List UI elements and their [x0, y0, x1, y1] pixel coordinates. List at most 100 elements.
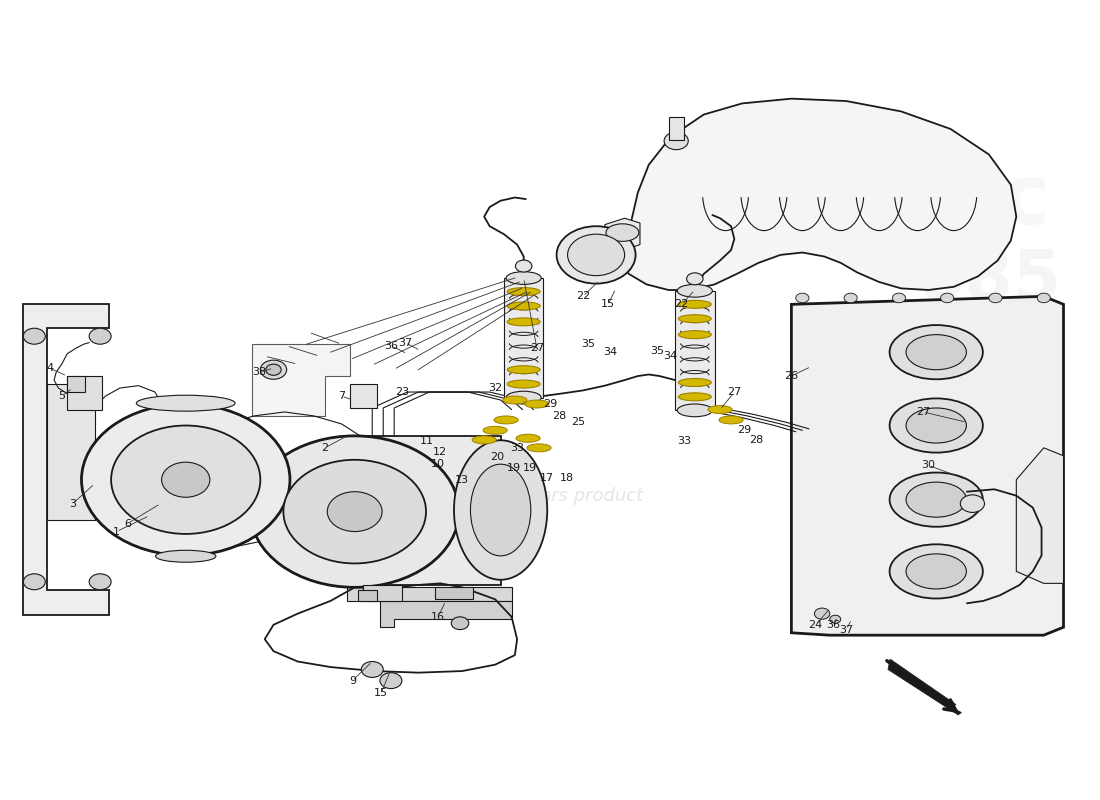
Polygon shape — [252, 344, 350, 416]
Text: 33: 33 — [676, 437, 691, 446]
Circle shape — [23, 328, 45, 344]
Text: 11: 11 — [420, 437, 434, 446]
Text: 19: 19 — [524, 462, 537, 473]
Text: 2: 2 — [321, 443, 329, 453]
Ellipse shape — [136, 395, 235, 411]
Ellipse shape — [679, 330, 712, 338]
Ellipse shape — [678, 285, 713, 297]
Polygon shape — [1016, 448, 1064, 583]
Polygon shape — [791, 296, 1064, 635]
Ellipse shape — [507, 380, 540, 388]
Text: 30: 30 — [922, 460, 935, 470]
Ellipse shape — [890, 325, 983, 379]
Text: 29: 29 — [543, 399, 557, 409]
Text: 17: 17 — [540, 473, 553, 483]
Circle shape — [795, 293, 808, 302]
Polygon shape — [358, 590, 376, 601]
Ellipse shape — [155, 550, 216, 562]
Ellipse shape — [471, 464, 531, 556]
Polygon shape — [47, 384, 95, 519]
Circle shape — [940, 293, 954, 302]
Ellipse shape — [686, 273, 703, 285]
Circle shape — [284, 460, 426, 563]
Circle shape — [892, 293, 905, 302]
Text: 32: 32 — [488, 383, 503, 393]
Circle shape — [111, 426, 261, 534]
Ellipse shape — [516, 434, 540, 442]
Ellipse shape — [494, 416, 518, 424]
Ellipse shape — [890, 473, 983, 526]
Ellipse shape — [483, 426, 507, 434]
Circle shape — [1037, 293, 1050, 302]
Text: 1: 1 — [113, 526, 120, 537]
Ellipse shape — [557, 226, 636, 284]
Circle shape — [829, 615, 840, 623]
Text: 6: 6 — [124, 518, 131, 529]
Text: 27: 27 — [916, 407, 931, 417]
Ellipse shape — [679, 378, 712, 386]
Polygon shape — [621, 98, 1016, 290]
Text: 15: 15 — [374, 688, 388, 698]
Text: 5: 5 — [58, 391, 65, 401]
Ellipse shape — [906, 482, 967, 517]
Ellipse shape — [506, 272, 541, 285]
Text: 25: 25 — [572, 418, 585, 427]
Ellipse shape — [516, 260, 532, 272]
Text: 37: 37 — [839, 625, 854, 634]
Circle shape — [328, 492, 382, 531]
Polygon shape — [363, 585, 402, 601]
Text: 22: 22 — [674, 299, 689, 310]
Ellipse shape — [664, 132, 689, 150]
Text: 085: 085 — [916, 247, 1062, 314]
Text: 23: 23 — [395, 387, 409, 397]
Ellipse shape — [527, 444, 551, 452]
Ellipse shape — [507, 318, 540, 326]
Text: 16: 16 — [431, 612, 446, 622]
Text: 29: 29 — [737, 426, 751, 435]
Ellipse shape — [606, 224, 639, 242]
Ellipse shape — [906, 554, 967, 589]
Circle shape — [251, 436, 459, 587]
Text: 27: 27 — [727, 387, 741, 397]
Circle shape — [162, 462, 210, 498]
Polygon shape — [675, 290, 715, 410]
Text: 33: 33 — [510, 443, 524, 453]
Text: 9: 9 — [349, 676, 356, 686]
Ellipse shape — [507, 302, 540, 310]
Ellipse shape — [719, 416, 744, 424]
Text: 12: 12 — [433, 447, 448, 457]
Text: 37: 37 — [398, 338, 412, 347]
Ellipse shape — [890, 544, 983, 598]
Ellipse shape — [679, 393, 712, 401]
Text: 26: 26 — [784, 371, 799, 381]
Ellipse shape — [503, 396, 527, 404]
Ellipse shape — [507, 366, 540, 374]
Ellipse shape — [507, 287, 540, 295]
Polygon shape — [605, 218, 640, 250]
Polygon shape — [379, 601, 512, 627]
Text: 18: 18 — [560, 473, 573, 483]
Circle shape — [266, 364, 282, 375]
Text: 7: 7 — [338, 391, 345, 401]
Text: 10: 10 — [431, 458, 446, 469]
Ellipse shape — [679, 300, 712, 308]
Ellipse shape — [525, 400, 549, 408]
Text: p4c: p4c — [883, 160, 1050, 241]
Text: 35: 35 — [582, 339, 595, 349]
Text: 28: 28 — [749, 435, 763, 445]
Circle shape — [81, 404, 290, 555]
Ellipse shape — [890, 398, 983, 453]
Circle shape — [23, 574, 45, 590]
Ellipse shape — [906, 334, 967, 370]
Ellipse shape — [708, 406, 733, 414]
Text: 35: 35 — [650, 346, 664, 355]
Text: 3: 3 — [69, 498, 76, 509]
Text: 34: 34 — [603, 347, 617, 357]
Text: 28: 28 — [552, 411, 565, 421]
Text: 15: 15 — [602, 299, 615, 310]
Text: 36: 36 — [384, 341, 398, 350]
Text: 13: 13 — [455, 474, 470, 485]
Polygon shape — [67, 376, 85, 392]
Polygon shape — [504, 278, 543, 398]
Text: a parts4cars product: a parts4cars product — [456, 486, 644, 505]
